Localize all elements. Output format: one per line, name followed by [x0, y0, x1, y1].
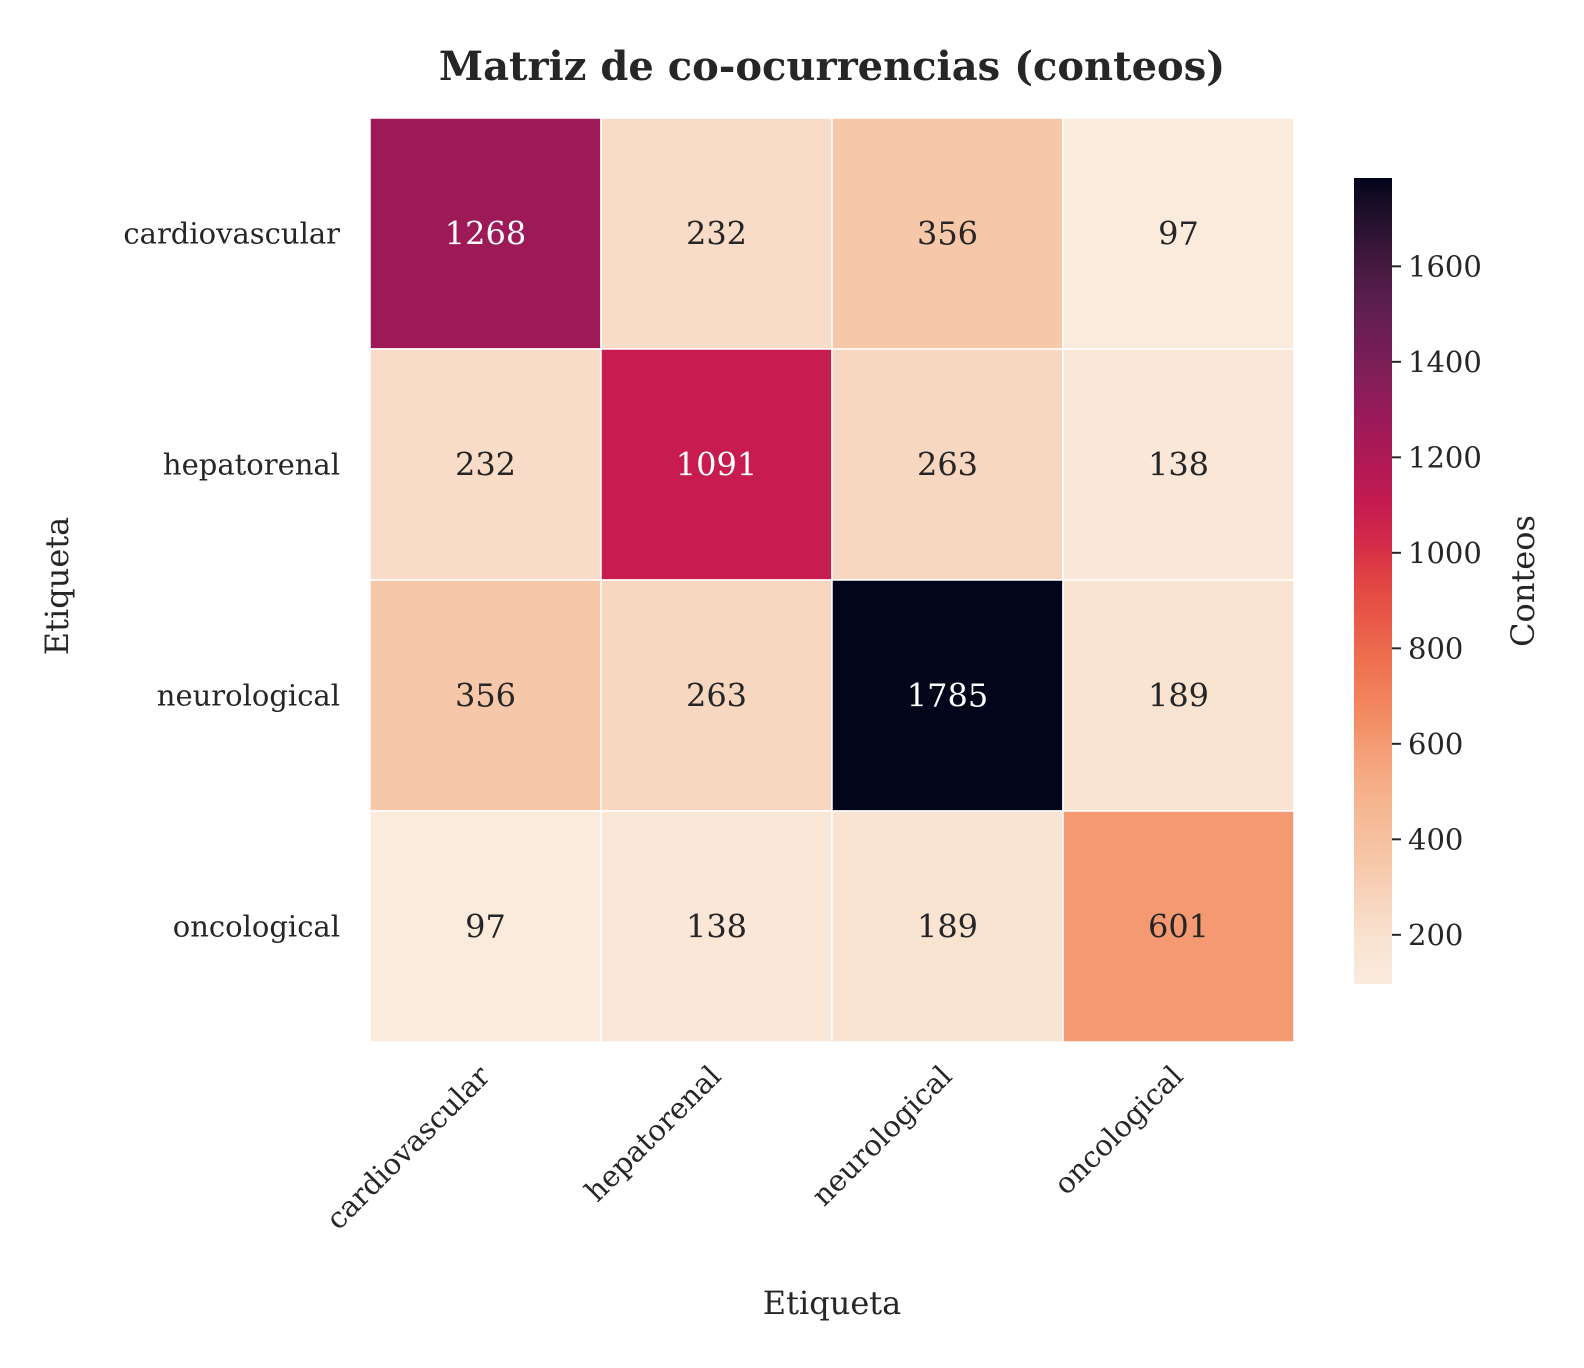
colorbar-label: Conteos — [1504, 515, 1542, 647]
heatmap-cell-labels: 1268 232 356 97 232 1091 263 138 356 263 1785 189 97… — [445, 215, 1209, 946]
cell-value-label: 138 — [686, 908, 747, 946]
cell-value-label: 232 — [686, 215, 747, 253]
colorbar-tick-label: 600 — [1408, 727, 1463, 761]
colorbar-tick-label: 1600 — [1408, 249, 1482, 283]
heatmap-cell — [369, 348, 602, 581]
x-axis-label: Etiqueta — [763, 1284, 901, 1322]
cell-value-label: 1785 — [907, 677, 988, 715]
y-tick-label: neurological — [157, 679, 340, 713]
cell-value-label: 232 — [455, 446, 516, 484]
colorbar-tick-label: 1400 — [1408, 345, 1482, 379]
x-tick-labels: cardiovascular hepatorenal neurological onc… — [319, 1059, 1189, 1236]
cell-value-label: 189 — [1148, 677, 1209, 715]
cell-value-label: 138 — [1148, 446, 1209, 484]
colorbar-tick-label: 200 — [1408, 918, 1463, 952]
cell-value-label: 97 — [1158, 215, 1199, 253]
x-tick-label: oncological — [1047, 1059, 1189, 1201]
colorbar-tick-label: 1000 — [1408, 536, 1482, 570]
heatmap-cell — [600, 579, 833, 812]
cell-value-label: 356 — [455, 677, 516, 715]
chart-title: Matriz de co-ocurrencias (conteos) — [439, 43, 1225, 90]
colorbar-tick-label: 400 — [1408, 822, 1463, 856]
colorbar-ticks: 200 400 600 800 1000 1200 1400 1600 — [1392, 249, 1482, 952]
colorbar — [1354, 178, 1392, 984]
heatmap-cell — [1062, 810, 1295, 1043]
heatmap-cell — [1062, 579, 1295, 812]
heatmap-cell — [600, 810, 833, 1043]
heatmap-cell — [831, 117, 1064, 350]
cell-value-label: 1091 — [676, 446, 757, 484]
colorbar-tick-label: 1200 — [1408, 440, 1482, 474]
cell-value-label: 601 — [1148, 908, 1209, 946]
cell-value-label: 263 — [686, 677, 747, 715]
cell-value-label: 97 — [465, 908, 506, 946]
heatmap-cell — [1062, 117, 1295, 350]
heatmap-cell — [600, 117, 833, 350]
cell-value-label: 1268 — [445, 215, 526, 253]
x-tick-label: hepatorenal — [578, 1059, 727, 1208]
x-tick-label: cardiovascular — [319, 1059, 496, 1236]
heatmap-cells — [369, 117, 1295, 1043]
y-tick-label: cardiovascular — [123, 217, 340, 251]
heatmap-cell — [369, 117, 602, 350]
heatmap-cell — [831, 810, 1064, 1043]
y-axis-label: Etiqueta — [38, 517, 76, 655]
y-tick-labels: cardiovascular hepatorenal neurological onc… — [123, 217, 340, 944]
heatmap-cell — [369, 810, 602, 1043]
x-tick-label: neurological — [805, 1059, 959, 1213]
heatmap-cell — [831, 348, 1064, 581]
y-tick-label: hepatorenal — [163, 448, 340, 482]
cell-value-label: 356 — [917, 215, 978, 253]
heatmap-cell — [1062, 348, 1295, 581]
cell-value-label: 263 — [917, 446, 978, 484]
y-tick-label: oncological — [173, 910, 340, 944]
colorbar-tick-label: 800 — [1408, 631, 1463, 665]
heatmap-cell — [600, 348, 833, 581]
cell-value-label: 189 — [917, 908, 978, 946]
